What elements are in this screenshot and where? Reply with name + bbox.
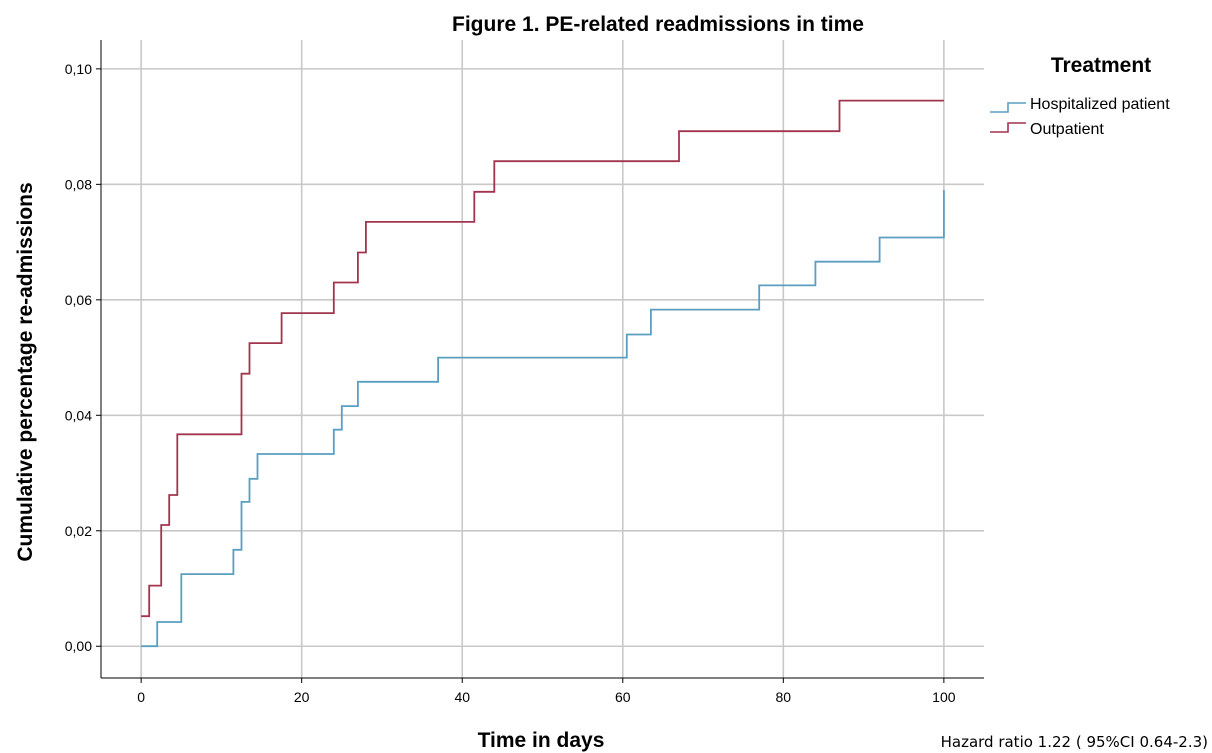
grid-layer <box>101 40 984 678</box>
legend: Treatment Hospitalized patient Outpatien… <box>990 54 1170 138</box>
x-tick-label-0: 0 <box>137 689 145 705</box>
tick-layer: 0 20 40 60 80 100 0,00 0,02 0,04 0,06 0,08 0,10 <box>65 61 956 705</box>
y-tick-label-4: 0,08 <box>65 176 92 192</box>
x-tick-label-1: 20 <box>294 689 310 705</box>
legend-swatch-hospitalized <box>990 102 1026 113</box>
axis-layer <box>100 40 984 679</box>
x-tick-label-2: 40 <box>454 689 470 705</box>
y-axis-label: Cumulative percentage re-admissions <box>14 182 37 561</box>
y-tick-label-5: 0,10 <box>65 61 92 77</box>
hazard-ratio-note: Hazard ratio 1.22 ( 95%CI 0.64-2.3) <box>941 733 1208 751</box>
x-axis-label: Time in days <box>478 729 605 752</box>
y-tick-label-1: 0,02 <box>65 523 92 539</box>
legend-label-outpatient: Outpatient <box>1030 121 1104 138</box>
x-tick-label-4: 80 <box>776 689 792 705</box>
legend-label-hospitalized: Hospitalized patient <box>1030 96 1170 113</box>
legend-swatch-outpatient <box>990 122 1026 133</box>
x-tick-label-5: 100 <box>932 689 956 705</box>
series-line-hospitalized <box>141 190 945 648</box>
series-layer <box>141 99 945 648</box>
y-tick-label-0: 0,00 <box>65 638 92 654</box>
series-line-outpatient <box>141 99 944 618</box>
y-tick-label-3: 0,06 <box>65 292 92 308</box>
x-tick-label-3: 60 <box>615 689 631 705</box>
chart-title: Figure 1. PE-related readmissions in tim… <box>452 13 864 36</box>
legend-title: Treatment <box>1051 54 1151 77</box>
y-tick-label-2: 0,04 <box>65 407 92 423</box>
